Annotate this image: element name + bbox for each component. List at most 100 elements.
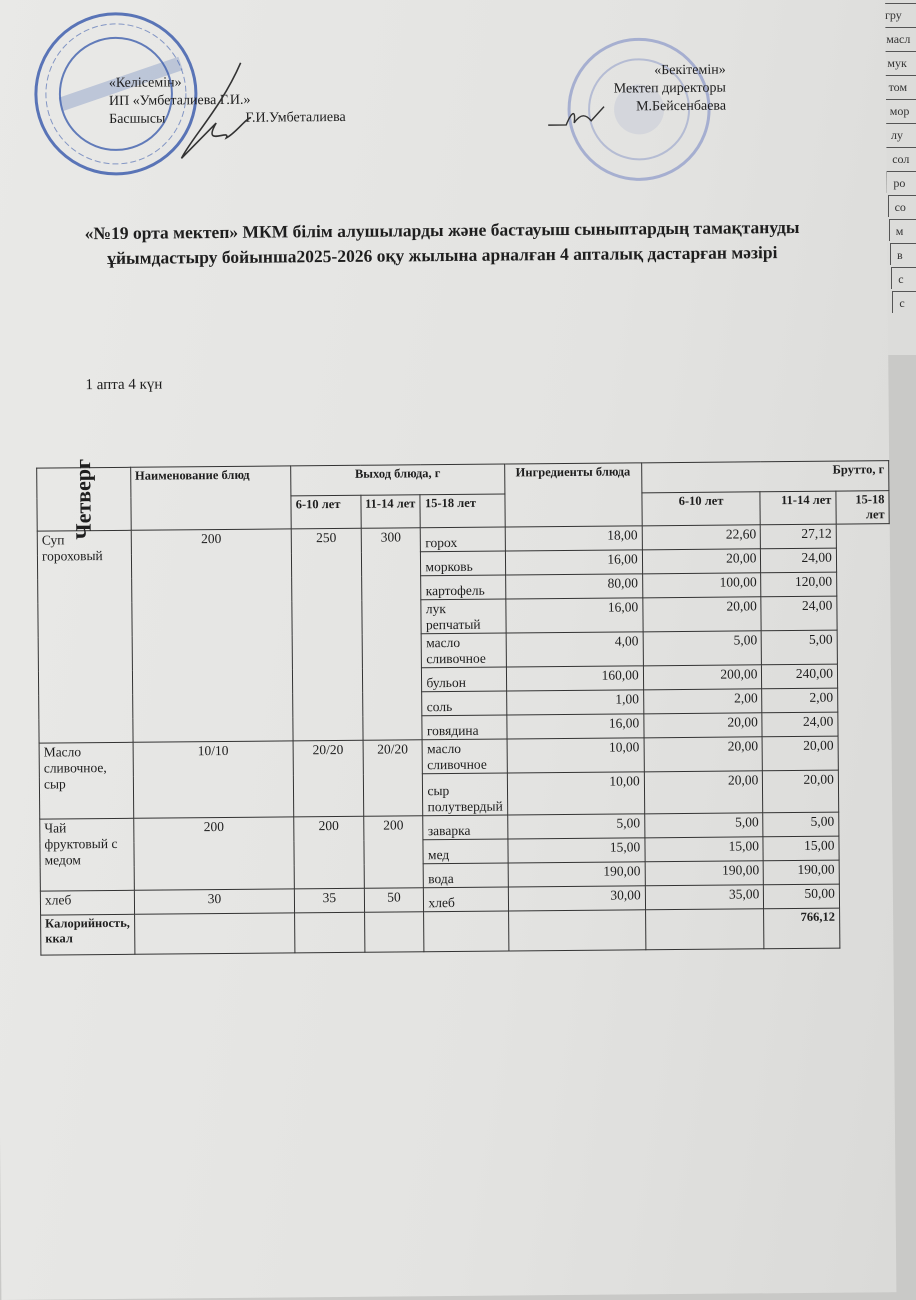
back-page-cell: том — [881, 75, 916, 97]
day-label: Четверг — [70, 458, 97, 540]
header-brutto: Брутто, г — [641, 460, 889, 493]
ingredient-brutto: 22,60 — [641, 524, 761, 550]
header-brutto-age: 11-14 лет — [760, 491, 837, 525]
ingredient-brutto: 5,00 — [763, 812, 839, 837]
back-page-cell: с — [892, 291, 916, 313]
ingredient-brutto: 27,12 — [760, 524, 837, 549]
header-yield-age: 11-14 лет — [360, 494, 421, 529]
right-stamp — [567, 37, 711, 181]
ingredient-brutto: 24,00 — [762, 712, 838, 737]
ingredient-brutto: 160,00 — [506, 665, 644, 692]
header-dish-name: Наименование блюд — [130, 465, 292, 531]
ingredient-brutto: 20,00 — [643, 712, 763, 738]
back-page-cell: ро — [886, 171, 916, 193]
approval-left-role: Басшысы — [109, 111, 166, 127]
ingredient-brutto: 5,00 — [644, 812, 764, 838]
dish-name: Чай фруктовый с медом — [39, 818, 135, 892]
ingredient-brutto: 2,00 — [762, 688, 838, 713]
ingredient-brutto: 15,00 — [644, 836, 764, 862]
dish-yield: 50 — [363, 887, 425, 913]
header-yield-age: 6-10 лет — [291, 495, 361, 529]
back-page-cell: в — [890, 243, 916, 265]
back-page-cell: мор — [882, 99, 916, 121]
ingredient-brutto: 30,00 — [508, 885, 646, 912]
approval-right-role: Мектеп директоры — [613, 80, 726, 97]
dish-yield: 200 — [293, 816, 364, 889]
ingredient-name: сыр полутвердый — [422, 773, 508, 816]
ingredient-brutto: 35,00 — [645, 884, 765, 910]
ingredient-brutto: 4,00 — [505, 631, 644, 668]
calories-row: Калорийность, ккал 766,12 — [40, 908, 893, 956]
ingredient-brutto: 1,00 — [506, 689, 644, 716]
calories-value: 766,12 — [764, 908, 840, 949]
ingredient-brutto: 80,00 — [505, 573, 643, 600]
dish-yield: 20/20 — [293, 740, 364, 817]
ingredient-brutto: 5,00 — [761, 630, 838, 665]
empty-cell — [508, 909, 646, 952]
document-page: «Келісемін» ИП «Умбеталиева Г.И.» Басшыс… — [0, 0, 897, 1300]
dish-yield: 200 — [133, 816, 295, 891]
ingredient-name: морковь — [420, 551, 506, 576]
ingredient-name: говядина — [422, 715, 507, 740]
back-page-cell: лу — [884, 123, 916, 145]
empty-cell — [294, 912, 365, 953]
ingredient-brutto: 20,00 — [643, 736, 763, 772]
ingredient-name: хлеб — [423, 887, 509, 912]
ingredient-brutto: 190,00 — [507, 861, 646, 888]
ingredient-brutto: 2,00 — [643, 688, 763, 714]
ingredient-brutto: 120,00 — [761, 572, 837, 597]
ingredient-brutto: 20,00 — [642, 548, 762, 574]
back-page-cell: сол — [885, 147, 916, 169]
dish-name: Масло сливочное, сыр — [39, 742, 134, 820]
dish-yield: 200 — [130, 528, 294, 743]
ingredient-brutto: 5,00 — [642, 630, 762, 666]
ingredient-brutto: 240,00 — [761, 664, 838, 689]
ingredient-brutto: 20,00 — [762, 770, 839, 813]
header-yield: Выход блюда, г — [290, 464, 505, 496]
ingredient-brutto: 100,00 — [642, 572, 762, 598]
dish-name: хлеб — [40, 890, 135, 916]
empty-cell — [424, 911, 509, 952]
page-title: «№19 орта мектеп» МКМ білім алушыларды ж… — [84, 216, 800, 268]
approval-right-heading: «Бекітемін» — [654, 62, 726, 79]
ingredient-brutto: 190,00 — [644, 860, 764, 886]
header-brutto-age: 6-10 лет — [641, 491, 761, 526]
back-page-cell: со — [887, 195, 916, 217]
back-page-cell: м — [888, 219, 916, 241]
week-day-label: 1 апта 4 күн — [85, 376, 163, 394]
right-signature — [548, 106, 605, 126]
ingredient-brutto: 15,00 — [763, 836, 840, 861]
dish-yield: 20/20 — [362, 739, 424, 817]
ingredient-brutto: 20,00 — [644, 770, 764, 814]
ingredient-brutto: 10,00 — [506, 737, 645, 774]
empty-cell — [645, 908, 765, 950]
ingredient-brutto: 24,00 — [761, 596, 838, 631]
left-signature — [180, 62, 252, 159]
approval-right: «Бекітемін» Мектеп директоры М.Бейсенбае… — [586, 62, 727, 117]
back-page-cell: с — [891, 267, 916, 289]
ingredient-name: мед — [423, 839, 508, 864]
ingredient-name: масло сливочное — [422, 739, 508, 774]
dish-yield: 300 — [360, 527, 423, 741]
ingredient-brutto: 190,00 — [763, 860, 840, 885]
ingredient-brutto: 18,00 — [504, 525, 643, 552]
ingredient-brutto: 20,00 — [762, 736, 839, 771]
ingredient-brutto: 24,00 — [760, 548, 837, 573]
ingredient-name: горох — [420, 527, 506, 552]
dish-yield: 30 — [134, 888, 295, 915]
ingredient-brutto: 20,00 — [642, 596, 762, 632]
ingredient-brutto: 10,00 — [507, 771, 645, 816]
dish-yield: 35 — [294, 888, 365, 913]
menu-table: Четверг Наименование блюд Выход блюда, г… — [36, 458, 893, 956]
dish-yield: 10/10 — [132, 740, 294, 819]
ingredient-name: масло сливочное — [421, 633, 507, 668]
calories-label: Калорийность, ккал — [40, 914, 135, 956]
ingredient-name: заварка — [423, 815, 508, 840]
approval-right-name: М.Бейсенбаева — [635, 98, 727, 115]
ingredient-brutto: 50,00 — [763, 884, 840, 909]
ingredient-name: соль — [422, 691, 507, 716]
ingredient-name: картофель — [421, 575, 506, 600]
ingredient-brutto: 16,00 — [505, 597, 643, 634]
ingredient-brutto: 16,00 — [506, 713, 644, 740]
ingredient-brutto: 5,00 — [507, 813, 645, 840]
